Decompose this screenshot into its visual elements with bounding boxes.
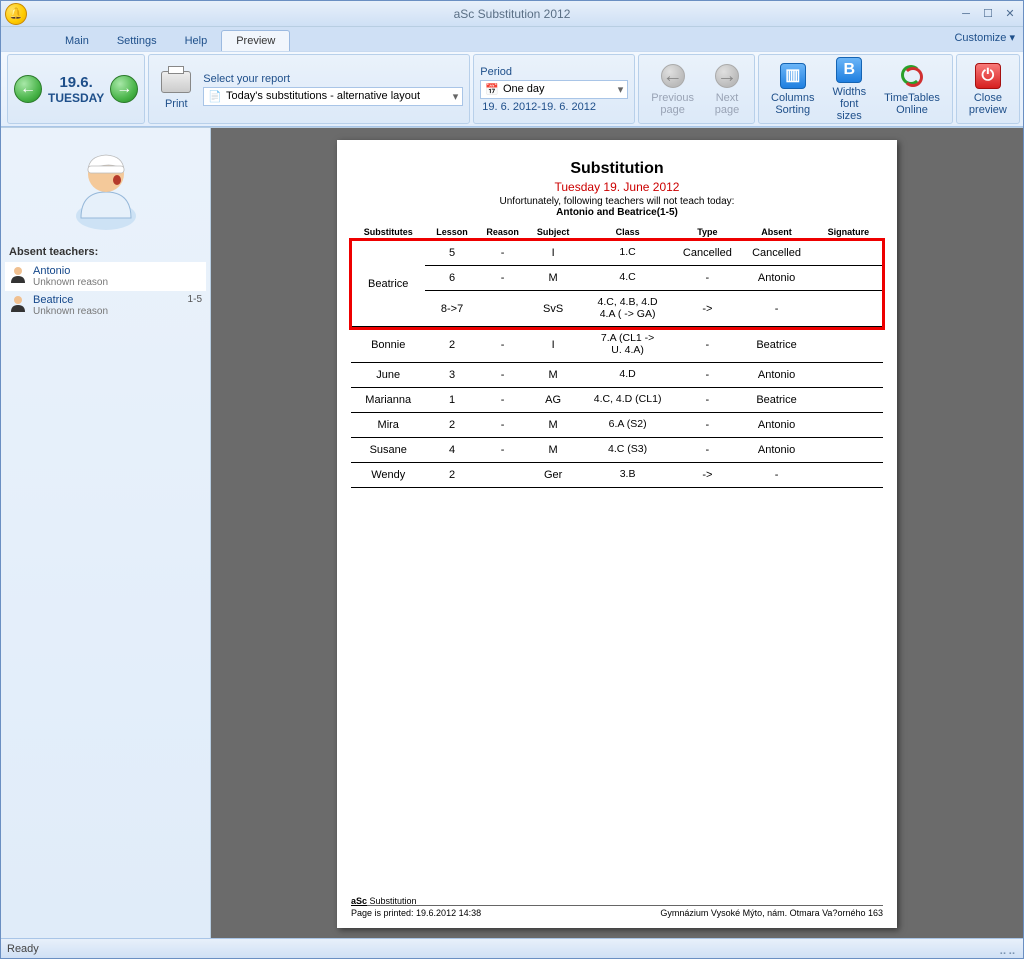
widths-fontsizes-button[interactable]: B Widths font sizes: [826, 54, 872, 124]
current-date: 19.6. TUESDAY: [48, 74, 104, 105]
report-date: Tuesday 19. June 2012: [351, 180, 883, 194]
table-row: June 3-M 4.D -Antonio: [351, 363, 883, 388]
period-label: Period: [480, 66, 628, 78]
power-icon: ⏻: [975, 63, 1001, 89]
ribbon: ← 19.6. TUESDAY → Print Select your repo…: [1, 51, 1023, 127]
table-row: Beatrice 5-I 1.C CancelledCancelled: [351, 241, 883, 266]
teacher-extra: 1-5: [188, 294, 202, 305]
next-day-button[interactable]: →: [110, 75, 138, 103]
status-text: Ready: [7, 943, 39, 955]
report-page: Substitution Tuesday 19. June 2012 Unfor…: [337, 140, 897, 928]
columns-icon: ▥: [780, 63, 806, 89]
report-absent-line: Antonio and Beatrice(1-5): [351, 207, 883, 218]
customize-menu[interactable]: Customize ▾: [954, 31, 1015, 44]
period-combo[interactable]: 📅 One day: [480, 80, 628, 99]
period-range: 19. 6. 2012-19. 6. 2012: [480, 101, 628, 113]
arrow-left-icon: ←: [661, 64, 685, 88]
table-row: 6-M 4.C -Antonio: [351, 266, 883, 291]
sidebar: Absent teachers: Antonio Unknown reason …: [1, 128, 211, 938]
teacher-icon: [9, 294, 27, 312]
prev-day-button[interactable]: ←: [14, 75, 42, 103]
report-brand: aSc Substitution: [351, 896, 417, 906]
window-title: aSc Substitution 2012: [1, 7, 1023, 21]
teacher-name: Antonio: [33, 265, 108, 277]
columns-sorting-button[interactable]: ▥ Columns Sorting: [765, 60, 820, 118]
teacher-row[interactable]: Beatrice Unknown reason 1-5: [5, 291, 206, 320]
calendar-icon: 📅: [485, 83, 499, 96]
teacher-name: Beatrice: [33, 294, 108, 306]
sync-icon: [899, 63, 925, 89]
substitution-table: Substitutes Lesson Reason Subject Class …: [351, 224, 883, 488]
tab-main[interactable]: Main: [51, 31, 103, 51]
report-school: Gymnázium Vysoké Mýto, nám. Otmara Va?or…: [660, 908, 883, 918]
print-button[interactable]: Print: [155, 66, 197, 112]
document-icon: 📄: [208, 90, 222, 103]
report-printed: Page is printed: 19.6.2012 14:38: [351, 908, 481, 918]
table-row: Marianna 1-AG 4.C, 4.D (CL1) -Beatrice: [351, 388, 883, 413]
report-title: Substitution: [351, 160, 883, 178]
teacher-reason: Unknown reason: [33, 306, 108, 317]
report-label: Select your report: [203, 73, 463, 85]
timetables-online-button[interactable]: TimeTables Online: [878, 60, 946, 118]
resize-grip[interactable]: ⣀⣀: [999, 942, 1017, 955]
table-row: Susane 4-M 4.C (S3) -Antonio: [351, 438, 883, 463]
arrow-right-icon: →: [715, 64, 739, 88]
next-page-button: → Next page: [706, 60, 748, 118]
tab-help[interactable]: Help: [171, 31, 222, 51]
prev-page-button: ← Previous page: [645, 60, 700, 118]
teacher-reason: Unknown reason: [33, 277, 108, 288]
teacher-icon: [9, 265, 27, 283]
preview-area[interactable]: Substitution Tuesday 19. June 2012 Unfor…: [211, 128, 1023, 938]
widths-icon: B: [836, 57, 862, 83]
report-combo[interactable]: 📄 Today's substitutions - alternative la…: [203, 87, 463, 106]
statusbar: Ready ⣀⣀: [1, 938, 1023, 958]
table-row: Mira 2-M 6.A (S2) -Antonio: [351, 413, 883, 438]
titlebar: 🔔 aSc Substitution 2012 ─ ☐ ✕: [1, 1, 1023, 27]
table-row: 8->7SvS 4.C, 4.B, 4.D4.A ( -> GA) ->-: [351, 291, 883, 327]
absent-teacher-image: [61, 140, 151, 230]
printer-icon: [161, 71, 191, 93]
tab-settings[interactable]: Settings: [103, 31, 171, 51]
ribbon-tabs: Main Settings Help Preview Customize ▾: [1, 27, 1023, 51]
table-row: Wendy 2Ger 3.B ->-: [351, 463, 883, 488]
report-message: Unfortunately, following teachers will n…: [351, 196, 883, 207]
absent-heading: Absent teachers:: [9, 246, 206, 258]
tab-preview[interactable]: Preview: [221, 30, 290, 51]
close-preview-button[interactable]: ⏻ Close preview: [963, 60, 1013, 118]
table-row: Bonnie 2-I 7.A (CL1 ->U. 4.A) -Beatrice: [351, 327, 883, 363]
teacher-row[interactable]: Antonio Unknown reason: [5, 262, 206, 291]
